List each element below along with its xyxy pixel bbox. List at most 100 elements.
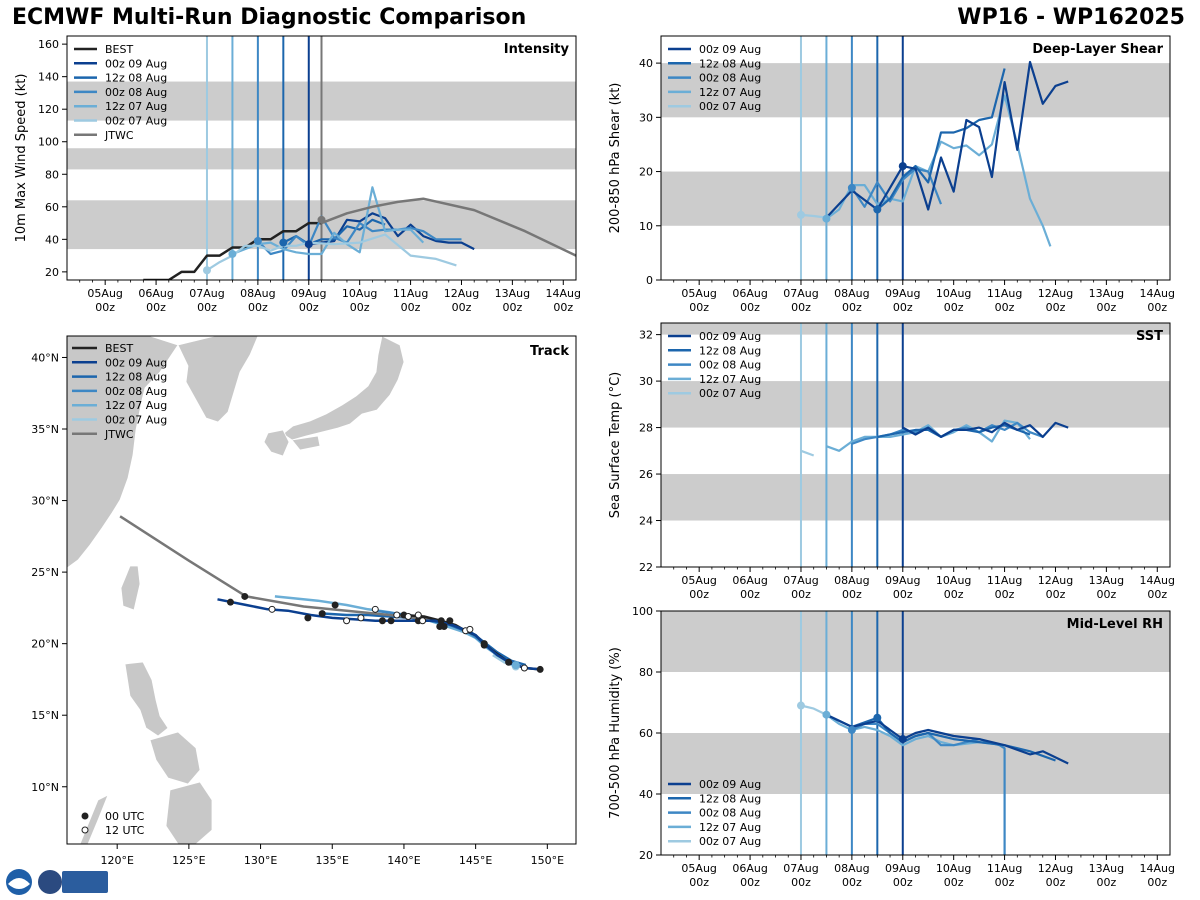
intensity-init-marker [228,249,237,258]
sst-legend-label: 12z 08 Aug [699,344,761,357]
marker-legend-12utc-label: 12 UTC [105,824,145,837]
track-point-00utc [331,601,339,609]
track-x-tick-label: 120°E [100,854,133,867]
intensity-x-tick-label: 10Aug [342,287,377,300]
rh-x-tick-label: 08Aug [834,862,869,875]
sst-panel-title: SST [1136,329,1163,344]
rh-x-tick-label: 11Aug [987,862,1022,875]
shear-init-marker [847,183,856,192]
rh-x-tick-label: 00z [791,876,811,889]
rh-y-tick-label: 40 [639,788,653,801]
intensity-init-marker [317,215,326,224]
shear-y-tick-label: 30 [639,111,653,124]
intensity-init-marker [279,238,288,247]
shear-legend-label: 12z 08 Aug [699,57,761,70]
intensity-panel: 05Aug00z06Aug00z07Aug00z08Aug00z09Aug00z… [14,35,581,314]
sst-x-tick-label: 00z [1147,588,1167,601]
noaa-logo-wave [8,878,30,889]
track-point-12utc [414,611,422,619]
intensity-y-tick-label: 80 [45,168,59,181]
intensity-panel-title: Intensity [504,42,570,57]
intensity-plot-area [67,36,576,280]
japan-honshu [282,336,405,441]
rh-x-tick-label: 00z [1046,876,1066,889]
sst-x-tick-label: 13Aug [1089,574,1124,587]
shear-x-tick-label: 00z [893,301,913,314]
intensity-y-axis-label: 10m Max Wind Speed (kt) [14,74,29,243]
intensity-x-tick-label: 14Aug [546,287,581,300]
rh-y-tick-label: 20 [639,849,653,862]
sst-band-0 [661,474,1170,521]
sst-x-tick-label: 05Aug [681,574,716,587]
sst-legend-label: 00z 08 Aug [699,359,761,372]
rh-legend-label: 00z 08 Aug [699,807,761,820]
rh-init-marker [873,713,882,722]
visayas-islands [149,731,201,785]
shear-x-tick-label: 00z [791,301,811,314]
track-legend-label: JTWC [104,428,134,441]
track-point-00utc [318,610,326,618]
sst-band-2 [661,323,1170,335]
intensity-x-tick-label: 00z [452,301,472,314]
shear-y-axis-label: 200-850 hPa Shear (kt) [608,83,623,234]
rh-init-marker [847,725,856,734]
track-point-00utc [480,641,488,649]
track-init-marker [511,661,520,670]
cira-logo-wordmark [62,871,108,893]
shear-legend-label: 00z 07 Aug [699,100,761,113]
intensity-x-tick-label: 13Aug [495,287,530,300]
shear-band-0 [661,171,1170,226]
track-point-12utc [268,605,276,613]
sst-x-tick-label: 00z [740,588,760,601]
sst-x-tick-label: 00z [944,588,964,601]
shear-init-marker [898,162,907,171]
shear-y-tick-label: 20 [639,166,653,179]
sst-x-tick-label: 00z [1046,588,1066,601]
sst-x-tick-label: 14Aug [1140,574,1175,587]
sst-x-tick-label: 00z [689,588,709,601]
rh-x-tick-label: 14Aug [1140,862,1175,875]
intensity-x-tick-label: 00z [197,301,217,314]
sst-panel: 05Aug00z06Aug00z07Aug00z08Aug00z09Aug00z… [608,322,1175,601]
sst-y-axis-label: Sea Surface Temp (°C) [608,372,623,519]
sst-x-tick-label: 11Aug [987,574,1022,587]
rh-x-tick-label: 00z [944,876,964,889]
track-x-tick-label: 125°E [172,854,205,867]
intensity-x-tick-label: 12Aug [444,287,479,300]
rh-legend-label: 00z 07 Aug [699,835,761,848]
track-y-tick-label: 15°N [31,709,59,722]
sst-series-line [902,421,1069,438]
track-point-00utc [505,658,513,666]
rh-x-tick-label: 05Aug [681,862,716,875]
track-point-12utc [357,614,365,622]
taiwan-island [120,565,141,611]
intensity-y-tick-label: 120 [38,103,59,116]
intensity-legend-label: JTWC [104,129,134,142]
rh-band-0 [661,733,1170,794]
rh-legend-label: 12z 08 Aug [699,792,761,805]
rh-x-tick-label: 00z [689,876,709,889]
track-point-00utc [241,592,249,600]
rh-x-tick-label: 00z [995,876,1015,889]
rh-init-marker [898,735,907,744]
shear-series-line [825,60,1069,219]
logo-group [6,869,108,895]
shear-x-tick-label: 00z [1147,301,1167,314]
track-point-12utc [393,611,401,619]
intensity-init-marker [304,240,313,249]
sst-y-tick-label: 30 [639,375,653,388]
sst-x-tick-label: 12Aug [1038,574,1073,587]
intensity-x-tick-label: 00z [95,301,115,314]
intensity-x-tick-label: 08Aug [240,287,275,300]
sst-x-tick-label: 00z [791,588,811,601]
shear-legend-label: 12z 07 Aug [699,86,761,99]
rh-band-1 [661,611,1170,672]
shear-x-tick-label: 00z [944,301,964,314]
track-y-tick-label: 25°N [31,566,59,579]
rh-x-tick-label: 12Aug [1038,862,1073,875]
intensity-legend-label: BEST [105,43,133,56]
shear-legend-label: 00z 08 Aug [699,72,761,85]
shear-panel: 05Aug00z06Aug00z07Aug00z08Aug00z09Aug00z… [608,35,1175,314]
rh-x-tick-label: 06Aug [732,862,767,875]
intensity-x-tick-label: 00z [553,301,573,314]
